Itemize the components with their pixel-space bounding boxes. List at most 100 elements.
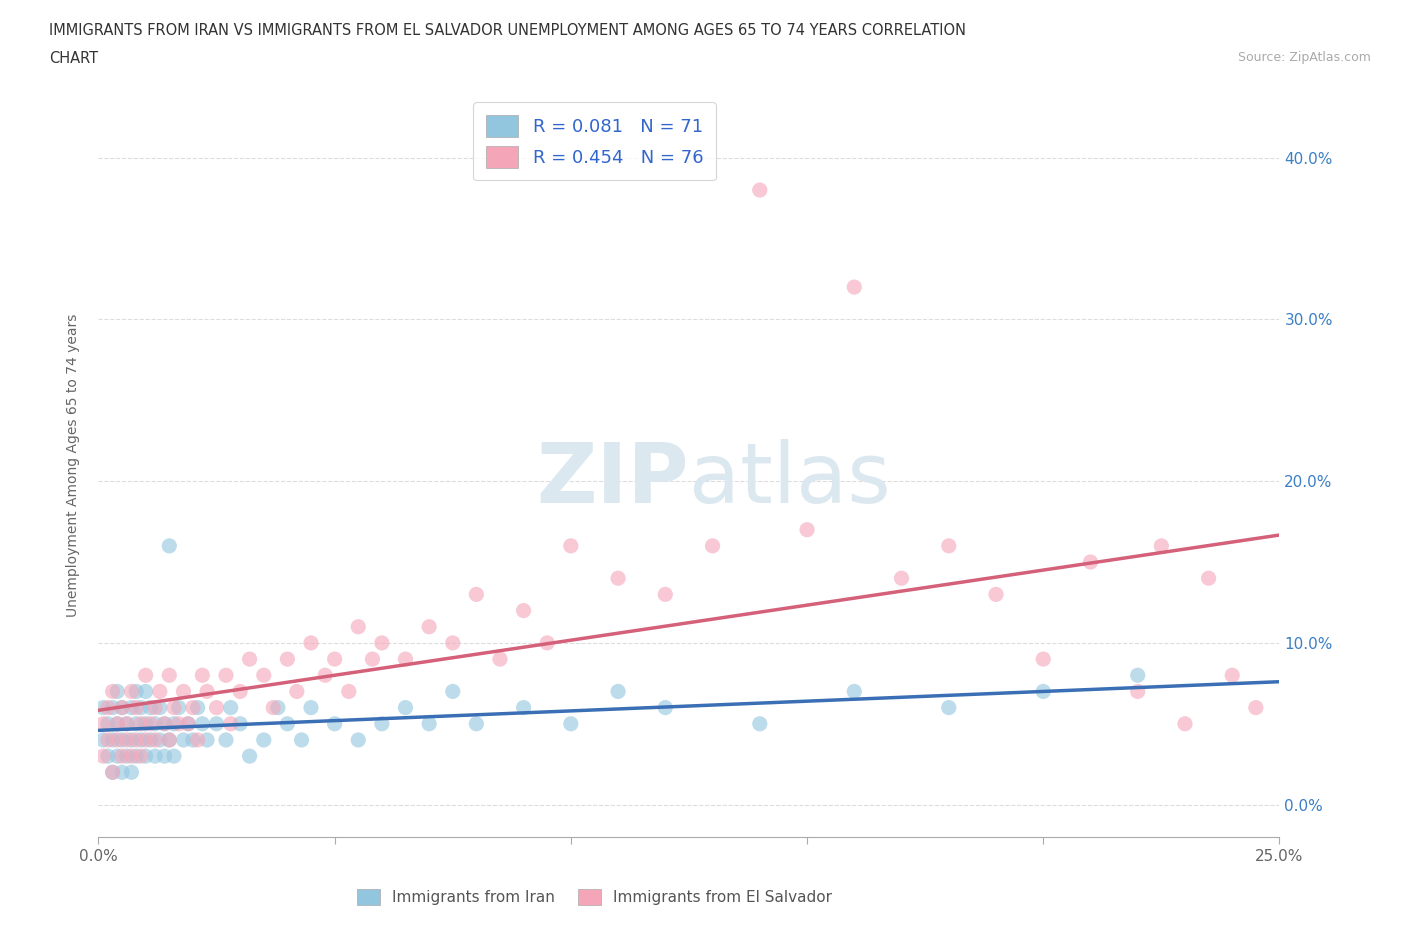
Point xyxy=(187,733,209,748)
Point xyxy=(121,733,143,748)
Point xyxy=(844,684,866,698)
Point xyxy=(418,619,440,634)
Point xyxy=(938,538,960,553)
Point xyxy=(844,280,866,295)
Point xyxy=(97,749,120,764)
Point xyxy=(149,700,172,715)
Text: ZIP: ZIP xyxy=(537,439,689,521)
Point xyxy=(323,716,346,731)
Point xyxy=(97,716,120,731)
Point xyxy=(149,684,172,698)
Point xyxy=(748,182,770,197)
Point xyxy=(984,587,1007,602)
Point xyxy=(1220,668,1243,683)
Point xyxy=(654,587,676,602)
Point xyxy=(536,635,558,650)
Point xyxy=(347,733,370,748)
Point xyxy=(143,700,166,715)
Point xyxy=(1244,700,1267,715)
Point xyxy=(125,684,148,698)
Point xyxy=(111,700,134,715)
Point xyxy=(299,700,322,715)
Point xyxy=(163,749,186,764)
Point xyxy=(111,764,134,779)
Point xyxy=(111,733,134,748)
Point xyxy=(139,733,162,748)
Point xyxy=(157,733,180,748)
Point xyxy=(105,716,128,731)
Point xyxy=(253,668,276,683)
Point xyxy=(314,668,336,683)
Point xyxy=(105,716,128,731)
Point xyxy=(135,716,157,731)
Point xyxy=(129,733,152,748)
Point xyxy=(441,684,464,698)
Point xyxy=(97,733,120,748)
Point xyxy=(105,733,128,748)
Point xyxy=(105,749,128,764)
Point xyxy=(191,668,214,683)
Point xyxy=(267,700,290,715)
Point xyxy=(215,668,238,683)
Point xyxy=(105,684,128,698)
Point xyxy=(181,733,204,748)
Point xyxy=(290,733,312,748)
Point xyxy=(191,716,214,731)
Point xyxy=(153,716,176,731)
Point xyxy=(129,749,152,764)
Point xyxy=(1080,554,1102,569)
Point xyxy=(215,733,238,748)
Point xyxy=(195,684,218,698)
Point xyxy=(1126,668,1149,683)
Point xyxy=(121,764,143,779)
Point xyxy=(748,716,770,731)
Point xyxy=(111,700,134,715)
Point xyxy=(157,668,180,683)
Point xyxy=(115,716,138,731)
Point xyxy=(125,700,148,715)
Point xyxy=(101,700,124,715)
Point xyxy=(143,749,166,764)
Point xyxy=(512,604,534,618)
Point xyxy=(361,652,384,667)
Point xyxy=(489,652,512,667)
Text: IMMIGRANTS FROM IRAN VS IMMIGRANTS FROM EL SALVADOR UNEMPLOYMENT AMONG AGES 65 T: IMMIGRANTS FROM IRAN VS IMMIGRANTS FROM … xyxy=(49,23,966,38)
Point xyxy=(262,700,284,715)
Point xyxy=(560,716,582,731)
Point xyxy=(371,635,394,650)
Point xyxy=(285,684,308,698)
Point xyxy=(347,619,370,634)
Point xyxy=(607,571,630,586)
Point xyxy=(1032,652,1054,667)
Point xyxy=(512,700,534,715)
Point xyxy=(163,716,186,731)
Point xyxy=(394,652,416,667)
Point xyxy=(125,749,148,764)
Point xyxy=(465,587,488,602)
Text: Source: ZipAtlas.com: Source: ZipAtlas.com xyxy=(1237,51,1371,64)
Point xyxy=(129,716,152,731)
Point xyxy=(607,684,630,698)
Point xyxy=(371,716,394,731)
Point xyxy=(172,733,194,748)
Point xyxy=(101,684,124,698)
Point xyxy=(276,716,298,731)
Point xyxy=(239,652,262,667)
Point xyxy=(101,764,124,779)
Point xyxy=(135,684,157,698)
Point xyxy=(91,700,114,715)
Point xyxy=(101,733,124,748)
Point xyxy=(139,700,162,715)
Point xyxy=(253,733,276,748)
Point xyxy=(129,700,152,715)
Point xyxy=(121,749,143,764)
Point xyxy=(890,571,912,586)
Point xyxy=(177,716,200,731)
Point xyxy=(135,733,157,748)
Point xyxy=(153,716,176,731)
Point xyxy=(125,716,148,731)
Legend: Immigrants from Iran, Immigrants from El Salvador: Immigrants from Iran, Immigrants from El… xyxy=(352,883,838,911)
Point xyxy=(135,668,157,683)
Point xyxy=(195,733,218,748)
Point xyxy=(938,700,960,715)
